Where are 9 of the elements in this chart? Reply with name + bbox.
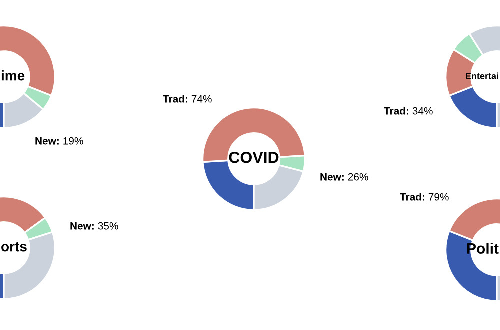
text: Trad: 79% [400, 193, 449, 201]
text: New: 26% [320, 173, 368, 181]
text: ime [2, 70, 25, 81]
text: Trad: 34% [384, 107, 433, 115]
text: Trad: 74% [163, 95, 212, 103]
text: orts [2, 242, 27, 252]
text: COVID [229, 152, 279, 164]
text: New: 19% [36, 137, 84, 145]
text: New: 35% [70, 222, 118, 230]
